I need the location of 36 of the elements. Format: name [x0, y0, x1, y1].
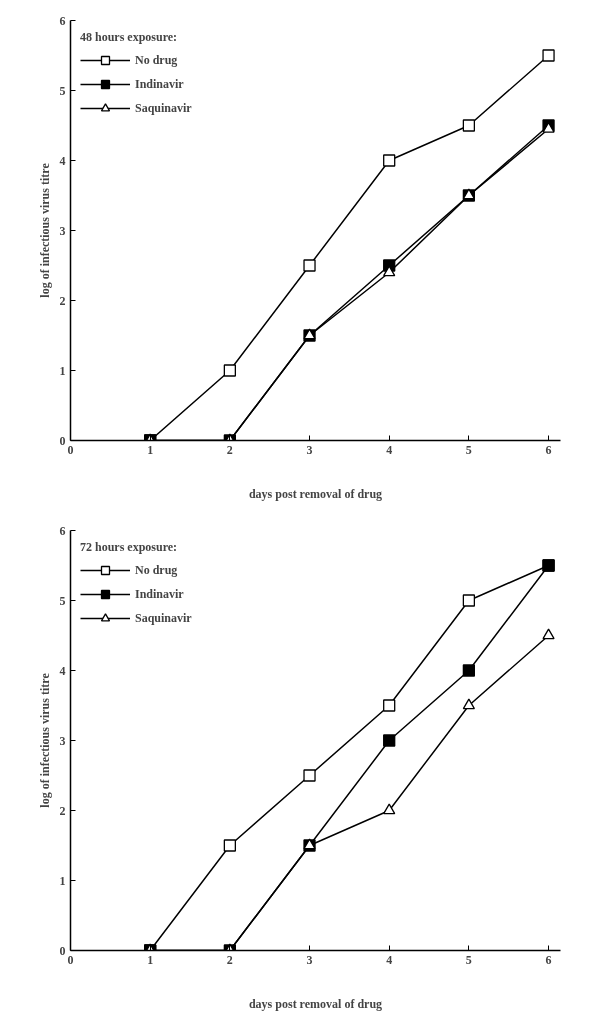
- x-axis-title: days post removal of drug: [248, 486, 383, 501]
- y-tick-label: 3: [59, 223, 66, 238]
- x-tick-label: 5: [465, 952, 472, 967]
- y-axis-title: log of infectious virus titre: [37, 672, 52, 808]
- y-tick-label: 5: [59, 83, 66, 98]
- legend-label: Indinavir: [135, 586, 184, 602]
- y-axis-title: log of infectious virus titre: [37, 162, 52, 298]
- x-tick-label: 2: [226, 952, 233, 967]
- legend-label: No drug: [135, 562, 178, 578]
- legend-label: No drug: [135, 52, 178, 68]
- y-tick-label: 2: [59, 803, 66, 818]
- y-tick-label: 5: [59, 593, 66, 608]
- legend-label: Saquinavir: [135, 100, 192, 116]
- x-tick-label: 3: [306, 952, 313, 967]
- y-tick-label: 4: [59, 663, 66, 678]
- x-tick-label: 4: [386, 952, 393, 967]
- y-tick-label: 4: [59, 153, 66, 168]
- y-tick-label: 6: [59, 523, 66, 538]
- y-tick-label: 1: [59, 873, 66, 888]
- legend-label: Indinavir: [135, 76, 184, 92]
- x-tick-label: 6: [545, 952, 552, 967]
- legend-title: 48 hours exposure:: [80, 30, 179, 45]
- legend-label: Saquinavir: [135, 610, 192, 626]
- x-axis-title: days post removal of drug: [248, 996, 383, 1011]
- y-tick-label: 1: [59, 363, 66, 378]
- x-tick-label: 6: [545, 442, 552, 457]
- x-tick-label: 4: [386, 442, 393, 457]
- x-tick-label: 1: [147, 442, 154, 457]
- x-tick-label: 1: [147, 952, 154, 967]
- x-tick-label: 5: [465, 442, 472, 457]
- y-tick-label: 6: [59, 13, 66, 28]
- x-tick-label: 3: [306, 442, 313, 457]
- y-tick-label: 3: [59, 733, 66, 748]
- x-tick-label: 2: [226, 442, 233, 457]
- y-tick-label: 2: [59, 293, 66, 308]
- legend-title: 72 hours exposure:: [80, 540, 179, 555]
